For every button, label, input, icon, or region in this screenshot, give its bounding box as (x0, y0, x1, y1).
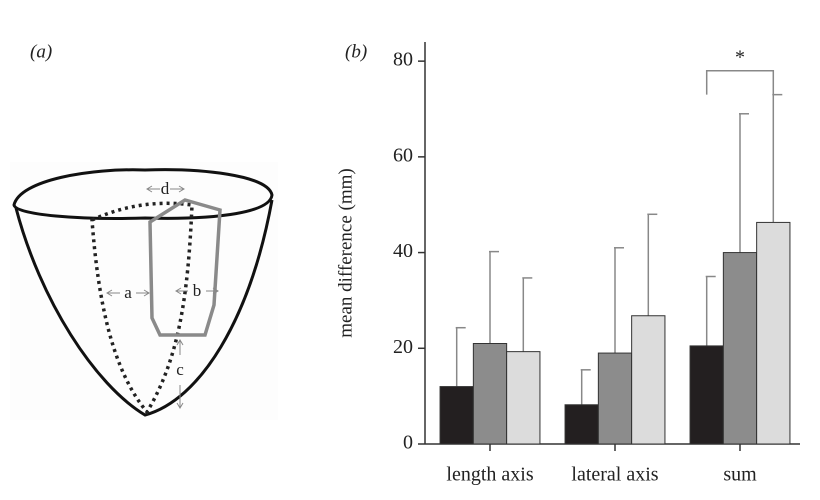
diagram-bg (10, 162, 278, 420)
bar (631, 315, 666, 445)
y-tick-label: 80 (393, 49, 413, 71)
arrow-label: b (193, 281, 202, 300)
y-tick-label: 0 (403, 432, 413, 454)
y-axis-label: mean difference (mm) (335, 168, 356, 338)
bar (689, 345, 724, 445)
panel-label: (a) (30, 41, 52, 62)
bar (597, 352, 633, 445)
outline (14, 199, 274, 417)
y-tick-label: 60 (393, 144, 413, 166)
arrow-label: a (124, 283, 132, 302)
arrow-label: c (176, 360, 184, 379)
bar (722, 252, 758, 445)
bar (506, 351, 541, 445)
y-tick-label: 20 (393, 336, 413, 358)
y-tick-label: 40 (393, 240, 413, 262)
panel-label: (b) (345, 41, 367, 62)
bar (472, 343, 508, 445)
significance-bracket (705, 69, 775, 95)
x-tick-label: lateral axis (571, 464, 658, 486)
annotation: * (735, 46, 745, 68)
gray-contour (148, 198, 222, 337)
bar (439, 386, 474, 445)
x-tick-label: sum (723, 464, 757, 486)
bar (564, 404, 599, 445)
rim (12, 168, 274, 220)
bar (756, 221, 791, 445)
arrow-label: d (161, 179, 170, 198)
x-tick-label: length axis (446, 464, 533, 486)
dotted-contour (90, 201, 194, 416)
vessel-diagram: d a b c (10, 162, 278, 420)
